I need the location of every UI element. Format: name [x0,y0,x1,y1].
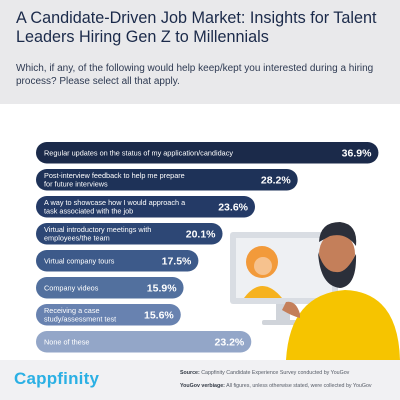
bar-value-6: 15.9% [147,283,177,295]
bar-3 [36,196,256,218]
source-label: Source: [180,370,200,376]
bar-label-5: Virtual company tours [44,256,115,265]
bar-label-8: None of these [44,337,89,346]
bar-value-8: 23.2% [215,337,245,349]
bar-4 [36,223,223,245]
source-note: Source: Cappfinity Candidate Experience … [180,369,396,395]
cappfinity-logo: Cappfinity [14,369,100,388]
bar-2 [36,169,298,191]
footer [0,360,400,400]
bar-value-5: 17.5% [162,256,192,268]
bar-5 [36,250,199,272]
source-text: Cappfinity Candidate Experience Survey c… [201,370,350,376]
bar-1 [36,142,379,164]
bar-label-3: A way to showcase how I would approach a… [44,198,186,216]
bar-8 [36,331,252,353]
bar-label-1: Regular updates on the status of my appl… [44,148,233,157]
bar-label-2: Post-interview feedback to help me prepa… [44,171,185,189]
bar-value-1: 36.9% [342,148,372,160]
survey-question: Which, if any, of the following would he… [16,63,374,87]
bar-7 [36,304,181,326]
bar-chart: Regular updates on the status of my appl… [36,142,400,360]
bar-value-4: 20.1% [186,229,216,241]
bar-label-7: Receiving a case study/assessment test [44,306,116,324]
bars-group: Regular updates on the status of my appl… [36,142,379,353]
bar-value-7: 15.6% [144,310,174,322]
bar-label-6: Company videos [44,283,99,292]
bar-value-3: 23.6% [218,202,248,214]
bar-6 [36,277,184,299]
page-title: A Candidate-Driven Job Market: Insights … [16,9,377,46]
bar-label-4: Virtual introductory meetings with employ… [44,225,151,243]
verbiage-text: All figures, unless otherwise stated, we… [226,383,372,389]
header-banner: A Candidate-Driven Job Market: Insights … [0,0,400,104]
person-at-computer-illustration [230,222,400,360]
verbiage-label: YouGov verbiage: [180,383,225,389]
bar-value-2: 28.2% [261,175,291,187]
